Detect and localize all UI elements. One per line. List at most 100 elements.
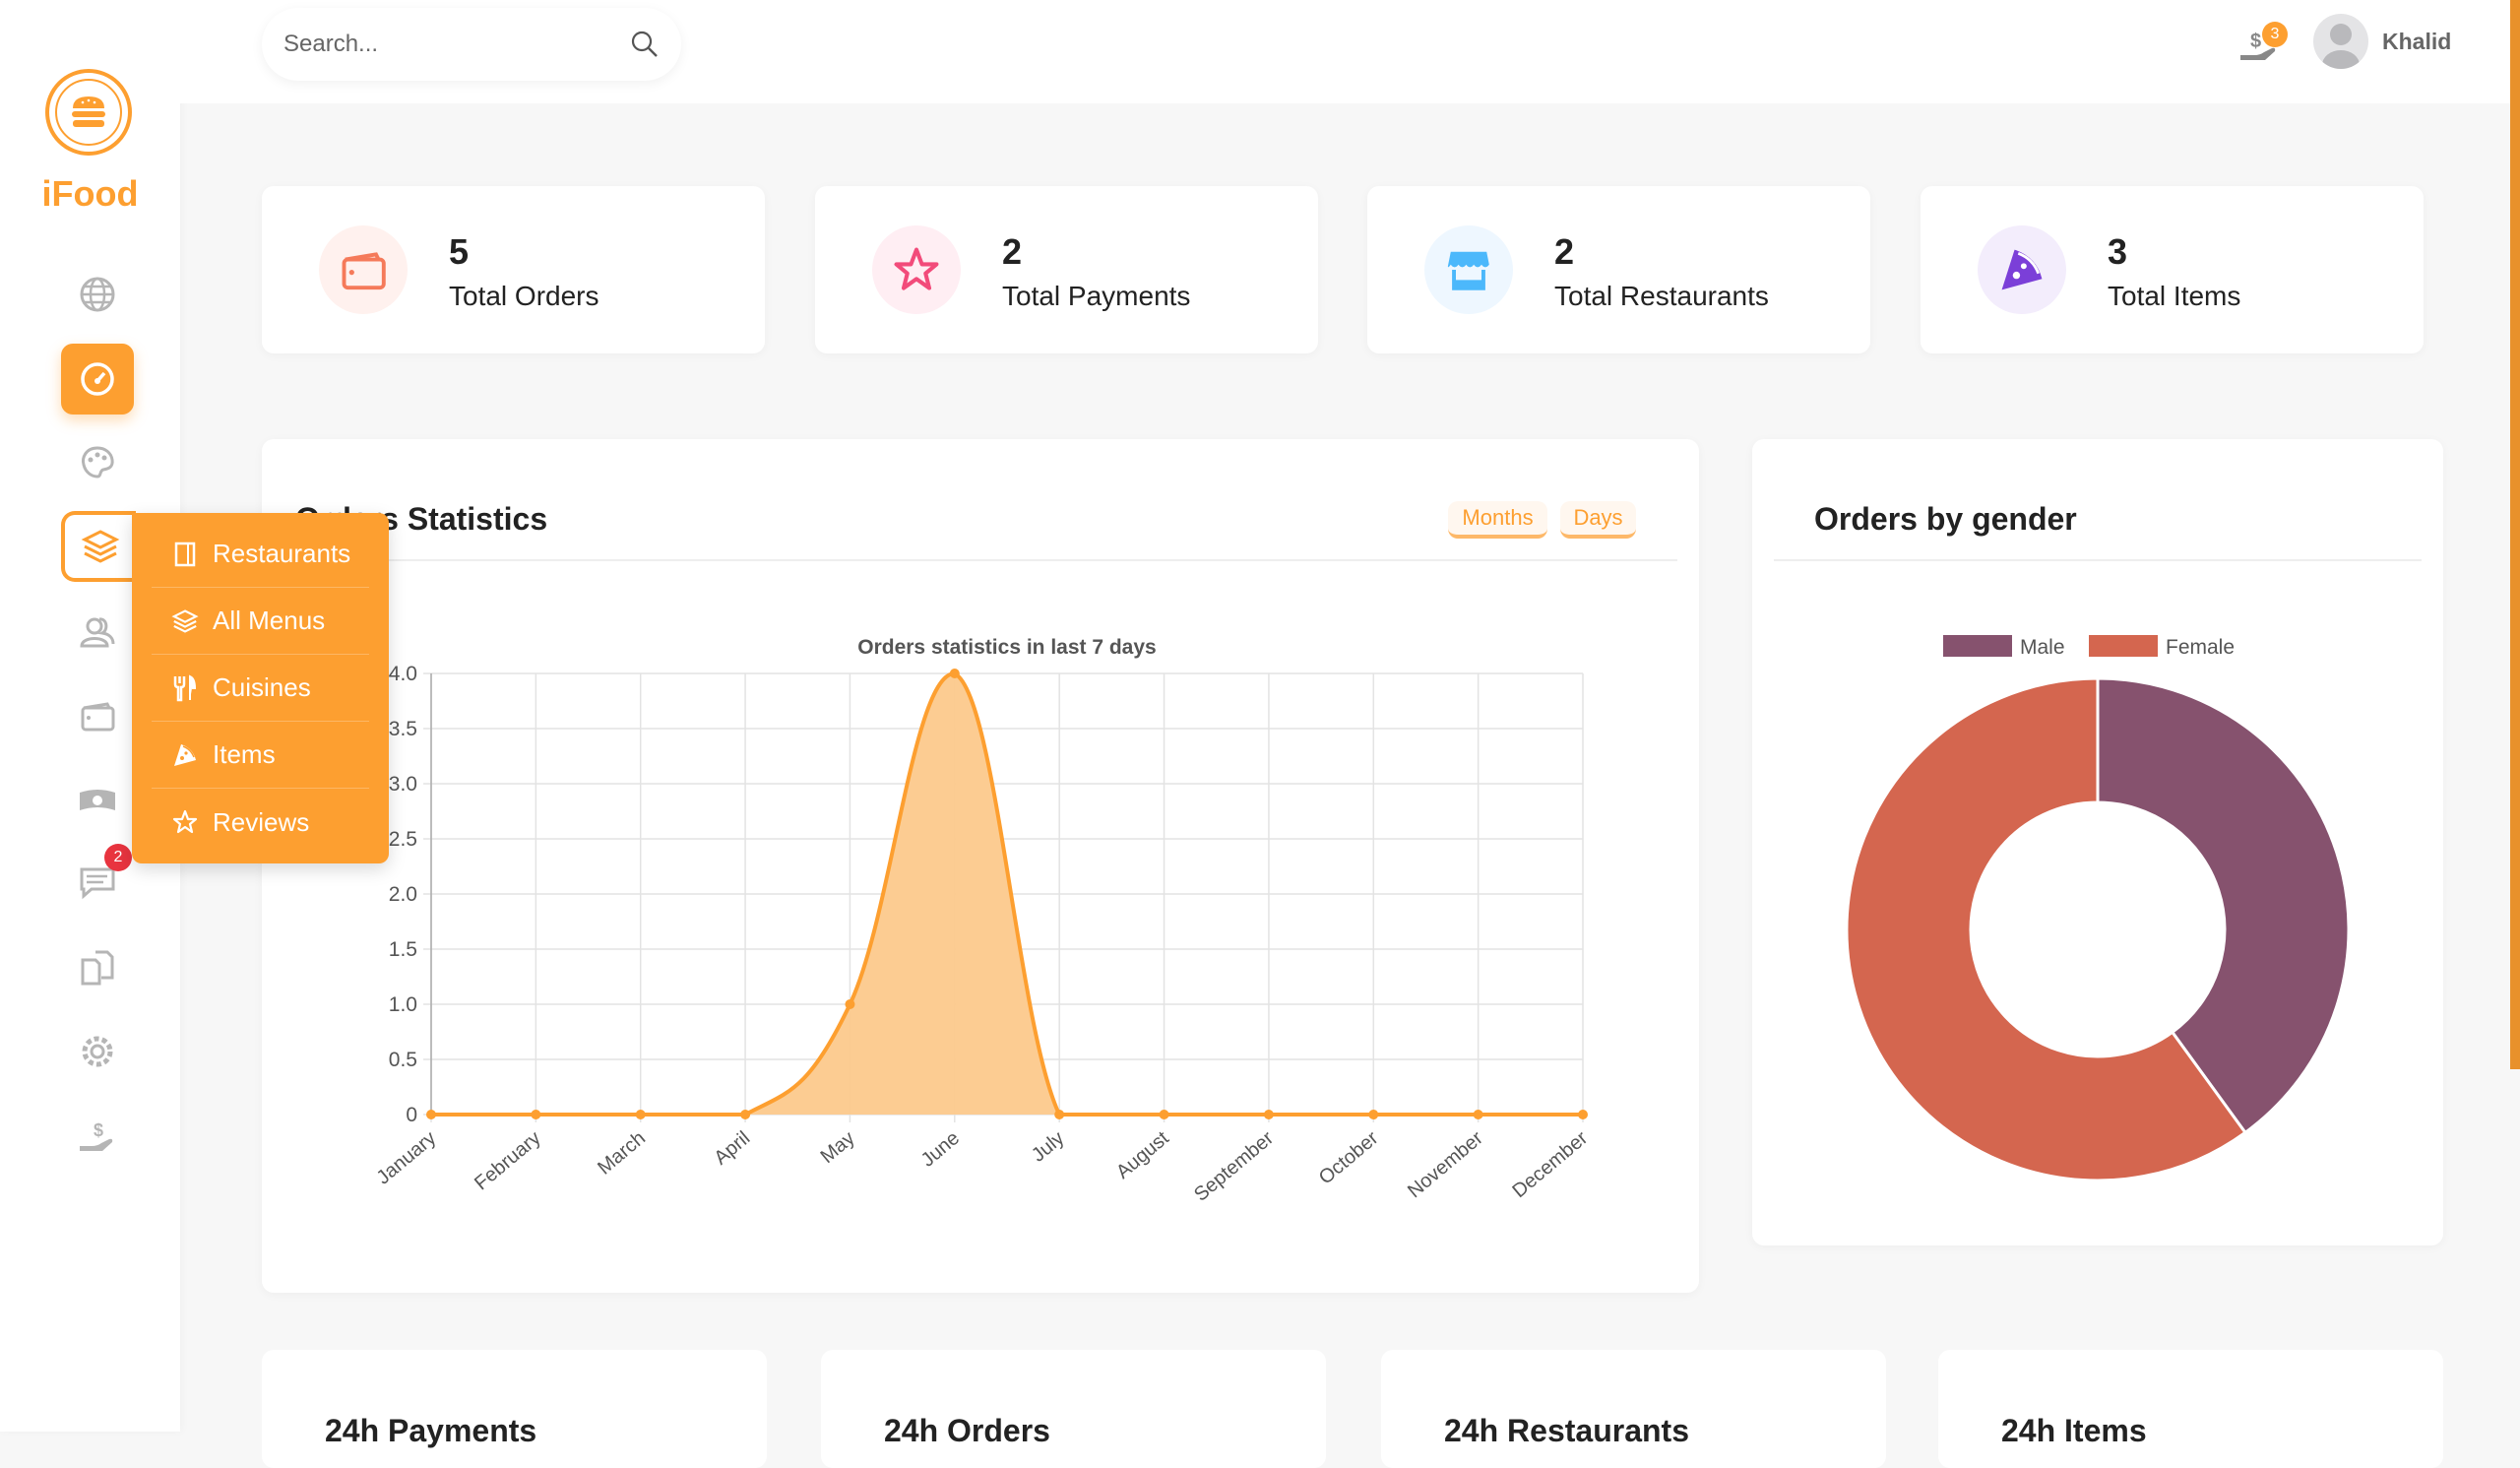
y-tick-label: 0 xyxy=(406,1104,417,1126)
sidebar-item-chat[interactable]: 2 xyxy=(61,844,134,917)
menu-item-label: Cuisines xyxy=(213,672,311,702)
x-tick-label: January xyxy=(373,1127,441,1189)
globe-icon xyxy=(78,275,117,314)
sidebar-item-dashboard-gauge[interactable] xyxy=(61,344,134,415)
y-tick-label: 1.0 xyxy=(389,993,417,1016)
sidebar-item-gear[interactable] xyxy=(61,1016,134,1087)
data-point xyxy=(1159,1110,1169,1119)
y-tick-label: 3.5 xyxy=(389,718,417,740)
x-tick-label: August xyxy=(1112,1127,1173,1183)
logo-burger-icon[interactable] xyxy=(45,69,132,156)
y-tick-label: 2.0 xyxy=(389,883,417,906)
x-tick-label: June xyxy=(917,1127,964,1172)
star-icon xyxy=(872,225,961,314)
x-tick-label: September xyxy=(1190,1127,1278,1206)
sidebar-item-globe[interactable] xyxy=(61,259,134,330)
x-tick-label: July xyxy=(1028,1127,1068,1167)
menu-item-label: All Menus xyxy=(213,606,326,635)
menu-item-label: Items xyxy=(213,739,276,769)
stat-label: Total Items xyxy=(2108,281,2241,311)
stat-24h-card: 24h Restaurants xyxy=(1381,1350,1886,1468)
notification-badge: 2 xyxy=(104,844,132,871)
legend-label: Female xyxy=(2166,636,2235,659)
search-input[interactable] xyxy=(284,31,630,58)
stat-value: 2 xyxy=(1002,231,1023,272)
stat-label: Total Payments xyxy=(1002,281,1191,311)
svg-text:$: $ xyxy=(94,1120,103,1140)
months-button[interactable]: Months xyxy=(1448,501,1547,539)
data-point xyxy=(1578,1110,1588,1119)
menu-item-reviews[interactable]: Reviews xyxy=(152,789,369,856)
data-point xyxy=(1263,1110,1274,1119)
stat-value: 3 xyxy=(2108,231,2128,272)
hand-dollar-icon: $ xyxy=(2240,31,2276,60)
stat-value: 2 xyxy=(1554,231,1575,272)
y-tick-label: 1.5 xyxy=(389,938,417,961)
avatar xyxy=(2313,14,2368,69)
payments-notification-button[interactable]: $ 3 xyxy=(2236,22,2288,67)
layers-icon xyxy=(81,527,120,566)
menu-item-cuisines[interactable]: Cuisines xyxy=(152,655,369,722)
user-menu[interactable]: Khalid xyxy=(2313,14,2451,69)
legend-swatch xyxy=(1943,635,2012,657)
data-point xyxy=(1473,1110,1483,1119)
sidebar-item-hand-dollar[interactable]: $ xyxy=(61,1103,134,1174)
orders-line-chart: Orders statistics in last 7 days 0 0.5 1.0 1… xyxy=(373,636,1593,1206)
sidebar-item-wallet[interactable] xyxy=(61,680,134,751)
data-point xyxy=(635,1110,646,1119)
gender-donut-chart: Male Female xyxy=(1845,635,2351,1182)
data-point xyxy=(740,1110,751,1119)
palette-icon xyxy=(78,443,117,482)
pizza-icon xyxy=(1978,225,2066,314)
legend-swatch xyxy=(2089,635,2158,657)
stat-card-total-payments[interactable]: 2 Total Payments xyxy=(815,186,1318,353)
gear-icon xyxy=(78,1032,117,1071)
days-button[interactable]: Days xyxy=(1560,501,1636,539)
sidebar-item-money[interactable] xyxy=(61,765,134,836)
sidebar-item-users[interactable] xyxy=(61,597,134,668)
menu-item-restaurants[interactable]: Restaurants xyxy=(152,521,369,588)
search-box xyxy=(262,8,681,81)
stat-label: Total Restaurants xyxy=(1554,281,1769,311)
stat-card-total-restaurants[interactable]: 2 Total Restaurants xyxy=(1367,186,1870,353)
stat-card-total-orders[interactable]: 5 Total Orders xyxy=(262,186,765,353)
utensils-icon xyxy=(171,674,199,702)
chart-title: Orders statistics in last 7 days xyxy=(857,636,1156,659)
stat-label: Total Orders xyxy=(449,281,599,311)
menu-item-items[interactable]: Items xyxy=(152,722,369,789)
legend-label: Male xyxy=(2020,636,2065,659)
x-tick-label: May xyxy=(817,1127,859,1168)
area-fill xyxy=(431,673,1583,1115)
menu-item-label: Reviews xyxy=(213,806,310,837)
data-point xyxy=(845,999,855,1009)
search-icon[interactable] xyxy=(630,30,660,59)
star-icon xyxy=(171,808,199,836)
svg-text:$: $ xyxy=(2250,31,2261,52)
stat-24h-card: 24h Orders xyxy=(821,1350,1326,1468)
orders-by-gender-title: Orders by gender xyxy=(1814,501,2077,537)
documents-icon xyxy=(78,948,117,988)
sidebar-item-documents[interactable] xyxy=(61,932,134,1003)
data-point xyxy=(949,669,960,678)
x-tick-label: April xyxy=(711,1127,755,1170)
sidebar-item-layers[interactable] xyxy=(61,511,136,582)
users-icon xyxy=(78,612,117,652)
notification-badge: 3 xyxy=(2262,22,2288,47)
menu-item-label: Restaurants xyxy=(213,539,351,568)
x-tick-label: December xyxy=(1508,1127,1592,1202)
series-line xyxy=(431,670,1583,1117)
notebook-icon xyxy=(171,541,199,568)
stat-card-total-items[interactable]: 3 Total Items xyxy=(1921,186,2424,353)
x-tick-label: February xyxy=(471,1127,544,1194)
divider xyxy=(295,559,1677,561)
hand-dollar-icon: $ xyxy=(78,1118,117,1158)
dashboard-gauge-icon xyxy=(78,359,117,399)
menu-item-all-menus[interactable]: All Menus xyxy=(152,588,369,655)
data-point xyxy=(1368,1110,1379,1119)
pizza-icon xyxy=(171,741,199,769)
scrollbar[interactable] xyxy=(2510,0,2520,1069)
y-tick-label: 0.5 xyxy=(389,1049,417,1071)
sidebar-item-palette[interactable] xyxy=(61,427,134,498)
wallet-icon xyxy=(78,696,117,735)
y-tick-label: 4.0 xyxy=(389,663,417,685)
